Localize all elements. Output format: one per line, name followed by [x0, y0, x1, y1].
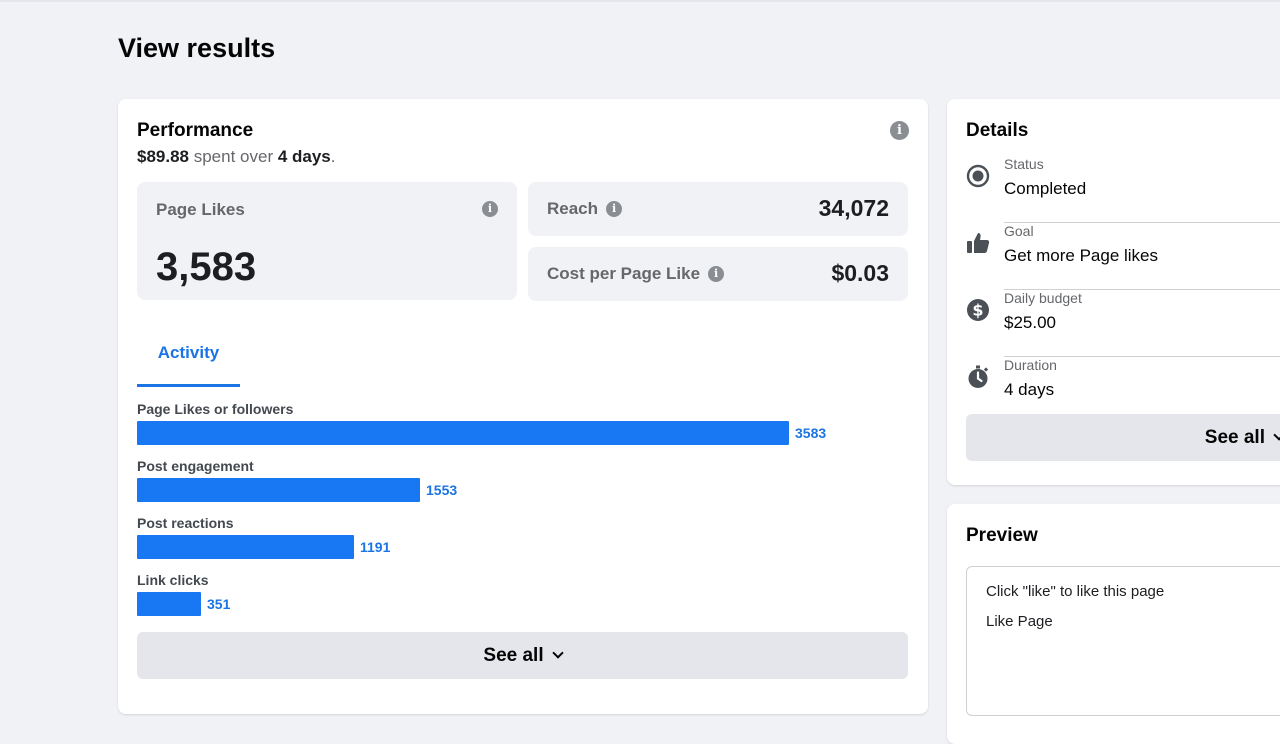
detail-goal: Goal Get more Page likes [966, 223, 1280, 290]
chevron-down-icon [551, 647, 564, 659]
details-see-all-button[interactable]: See all [966, 414, 1280, 461]
preview-text: Click "like" to like this page [986, 583, 1165, 600]
bar-value-label: 1191 [360, 539, 391, 555]
page-likes-info-icon[interactable]: i [482, 201, 498, 217]
bar [137, 421, 789, 445]
svg-text:$: $ [972, 301, 983, 320]
detail-value: $25.00 [1004, 313, 1056, 332]
preview-like-page[interactable]: Like Page [986, 613, 1053, 630]
bar-line: 1191 [137, 535, 897, 559]
thumbs-up-icon [967, 233, 990, 253]
see-all-label: See all [483, 644, 544, 666]
see-all-label: See all [1204, 426, 1265, 448]
preview-card: Preview Click "like" to like this page L… [947, 504, 1280, 744]
performance-card: Performance $89.88 spent over 4 days. i … [118, 99, 928, 714]
details-card: Details Status Completed Goal Get more P… [947, 99, 1280, 485]
tab-activity[interactable]: Activity [137, 336, 240, 387]
cost-per-like-value: $0.03 [831, 260, 889, 286]
preview-title: Preview [966, 525, 1038, 546]
bar-label: Post engagement [137, 458, 254, 474]
bar-row: Page Likes or followers 3583 [137, 401, 897, 445]
page-likes-value: 3,583 [156, 245, 257, 289]
reach-box: Reach i 34,072 [528, 182, 908, 236]
detail-label: Duration [1004, 357, 1057, 373]
bar-label: Post reactions [137, 515, 234, 531]
performance-summary: $89.88 spent over 4 days. [137, 147, 336, 167]
page-title: View results [118, 33, 276, 63]
performance-title: Performance [137, 120, 254, 141]
reach-value: 34,072 [818, 195, 889, 221]
bar-value-label: 3583 [795, 425, 827, 441]
top-border [0, 0, 1280, 2]
detail-label: Daily budget [1004, 290, 1082, 306]
detail-status: Status Completed [966, 156, 1280, 223]
bar [137, 592, 201, 616]
bar [137, 478, 420, 502]
divider [1004, 356, 1280, 357]
detail-daily-budget: $ Daily budget $25.00 [966, 290, 1280, 357]
page-likes-label: Page Likes [156, 200, 245, 219]
spent-duration: 4 days [277, 147, 331, 166]
cost-per-like-box: Cost per Page Like i $0.03 [528, 247, 908, 301]
reach-label: Reach [547, 199, 599, 218]
preview-box: Click "like" to like this page Like Page [966, 566, 1280, 716]
reach-info-icon[interactable]: i [606, 201, 623, 217]
divider [1004, 289, 1280, 290]
spent-text: spent over [189, 147, 278, 166]
detail-label: Goal [1004, 223, 1034, 239]
stopwatch-icon [968, 365, 989, 388]
detail-value: Completed [1004, 179, 1087, 198]
page-likes-box: Page Likes i 3,583 [137, 182, 517, 300]
detail-duration: Duration 4 days [966, 357, 1280, 424]
bar-line: 3583 [137, 421, 897, 445]
chevron-down-icon [1273, 429, 1280, 441]
performance-see-all-button[interactable]: See all [137, 632, 908, 679]
reach-label-wrap: Reach i [547, 199, 623, 219]
bar-label: Page Likes or followers [137, 401, 294, 417]
dollar-icon: $ [967, 299, 989, 321]
bar-line: 351 [137, 592, 897, 616]
divider [1004, 222, 1280, 223]
spent-amount: $89.88 [137, 147, 189, 166]
radio-status-icon [966, 164, 990, 188]
bar-row: Post reactions 1191 [137, 515, 897, 559]
details-title: Details [966, 120, 1029, 141]
detail-label: Status [1004, 156, 1044, 172]
bar-value-label: 1553 [426, 482, 458, 498]
bar-value-label: 351 [207, 596, 231, 612]
spent-period: . [330, 147, 336, 166]
cost-info-icon[interactable]: i [708, 266, 725, 282]
cost-label-wrap: Cost per Page Like i [547, 264, 725, 284]
bar [137, 535, 354, 559]
bar-row: Link clicks 351 [137, 572, 897, 616]
performance-info-icon[interactable]: i [890, 121, 909, 140]
detail-value: 4 days [1004, 380, 1055, 399]
bar-row: Post engagement 1553 [137, 458, 897, 502]
bar-line: 1553 [137, 478, 897, 502]
cost-per-like-label: Cost per Page Like [547, 264, 701, 283]
detail-value: Get more Page likes [1004, 246, 1159, 265]
bar-label: Link clicks [137, 572, 209, 588]
